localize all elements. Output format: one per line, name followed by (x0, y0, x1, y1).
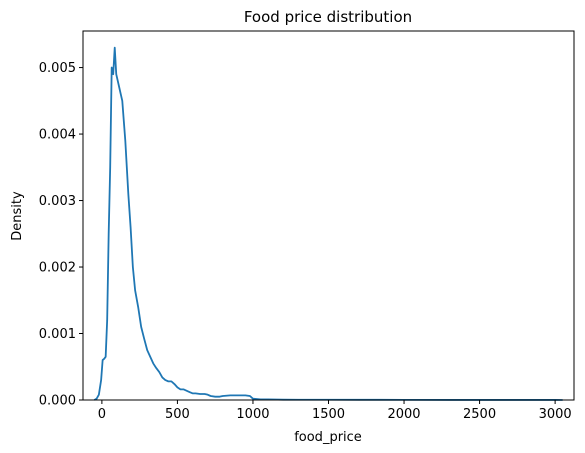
y-tick-label: 0.003 (39, 194, 76, 209)
y-axis-label: Density (10, 191, 25, 241)
density-line (93, 46, 563, 401)
y-tick-label: 0.000 (39, 394, 76, 409)
y-tick-label: 0.001 (39, 327, 76, 342)
x-tick-label: 0 (98, 407, 106, 422)
x-tick-label: 500 (165, 407, 190, 422)
x-tick-label: 2500 (463, 407, 496, 422)
x-axis: 0 500 1000 1500 2000 2500 3000 (98, 400, 572, 422)
y-axis: 0.000 0.001 0.002 0.003 0.004 0.005 (39, 61, 83, 409)
x-tick-label: 1500 (312, 407, 345, 422)
plot-frame (82, 30, 575, 401)
x-tick-label: 1000 (236, 407, 269, 422)
chart-title: Food price distribution (244, 8, 412, 26)
x-tick-label: 2000 (387, 407, 420, 422)
x-tick-label: 3000 (539, 407, 572, 422)
plot-area (93, 46, 563, 401)
x-axis-label: food_price (294, 430, 362, 445)
y-tick-label: 0.002 (39, 261, 76, 276)
y-tick-label: 0.004 (39, 128, 76, 143)
y-tick-label: 0.005 (39, 61, 76, 76)
